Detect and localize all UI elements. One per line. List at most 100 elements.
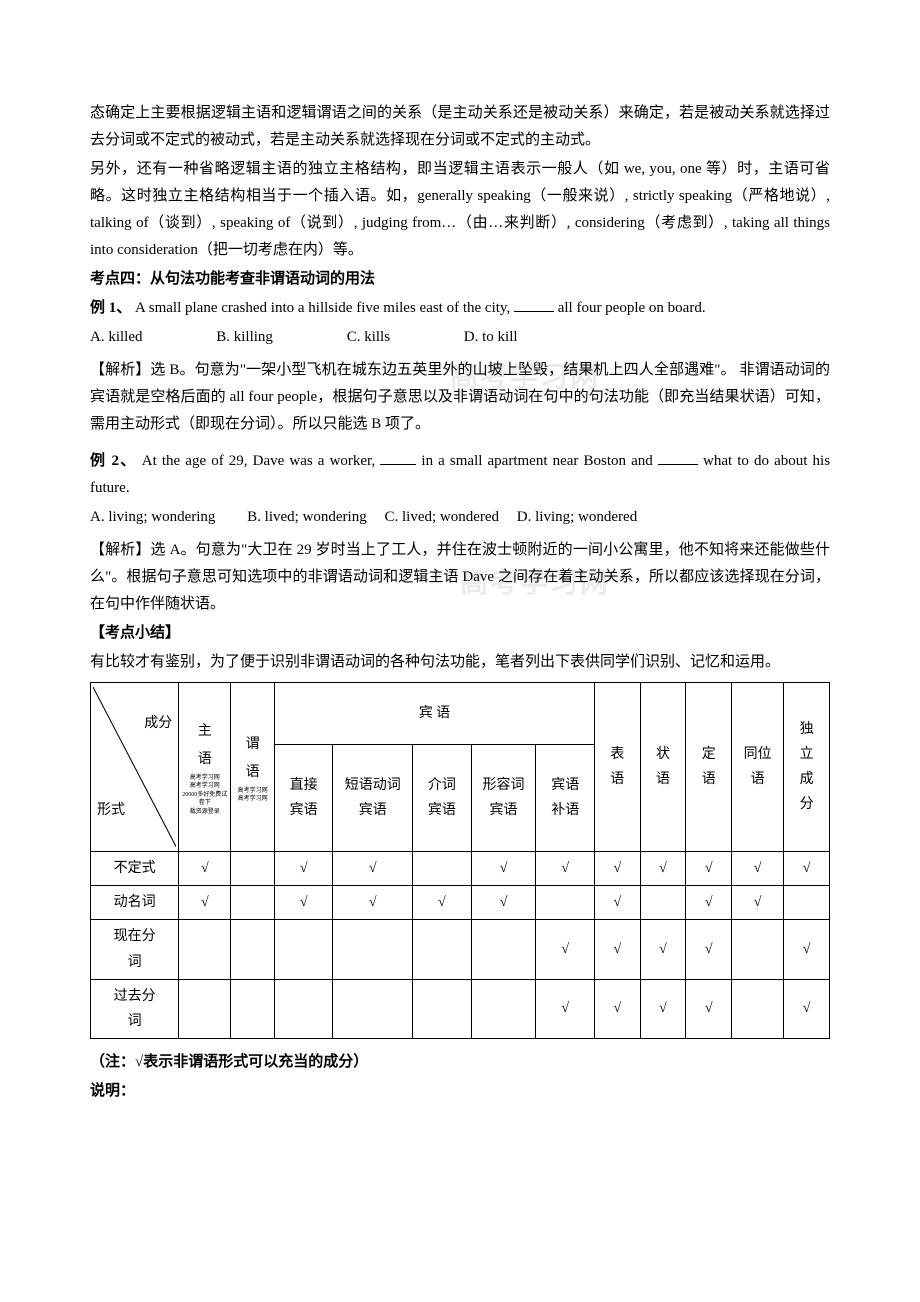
ex1-analysis: 【解析】选 B。句意为"一架小型飞机在城东边五英里外的山坡上坠毁，结果机上四人全…: [90, 357, 830, 438]
cell: [784, 886, 830, 920]
cell: [179, 979, 231, 1038]
ex2-choice-d: D. living; wondered: [517, 504, 637, 531]
col-obj-phrasal: 短语动词宾语: [333, 744, 413, 851]
col-pred-main: 谓语: [233, 731, 272, 787]
cell: √: [333, 852, 413, 886]
kdxj-heading: 【考点小结】: [90, 620, 830, 647]
cell: [413, 979, 471, 1038]
cell: √: [179, 886, 231, 920]
cell: [231, 920, 275, 979]
ex1-post: all four people on board.: [558, 300, 706, 316]
intro-para-2: 另外，还有一种省略逻辑主语的独立主格结构，即当逻辑主语表示一般人（如 we, y…: [90, 156, 830, 264]
col-attr: 定语: [686, 683, 732, 852]
row-name-3: 过去分词: [91, 979, 179, 1038]
kd4-heading: 考点四：从句法功能考查非谓语动词的用法: [90, 266, 830, 293]
cell: √: [784, 852, 830, 886]
cell: √: [536, 979, 594, 1038]
col-subject: 主语 高考学习网高考学习网20000多好免费试卷下载资源登录: [179, 683, 231, 852]
ex1-question: 例 1、 A small plane crashed into a hillsi…: [90, 295, 830, 322]
function-table: 成分 形式 主语 高考学习网高考学习网20000多好免费试卷下载资源登录 谓语 …: [90, 682, 830, 1039]
ex2-analysis: 【解析】选 A。句意为"大卫在 29 岁时当上了工人，并住在波士顿附近的一间小公…: [90, 537, 830, 618]
cell: [333, 979, 413, 1038]
row-name-2: 现在分词: [91, 920, 179, 979]
col-object-group: 宾 语: [274, 683, 594, 745]
explain-heading: 说明：: [90, 1078, 830, 1105]
table-row: 动名词 √ √ √ √ √ √ √ √: [91, 886, 830, 920]
cell: [732, 920, 784, 979]
row-name-0: 不定式: [91, 852, 179, 886]
intro-para-1: 态确定上主要根据逻辑主语和逻辑谓语之间的关系（是主动关系还是被动关系）来确定，若…: [90, 100, 830, 154]
col-obj-comp: 宾语补语: [536, 744, 594, 851]
ex2-label: 例 2、: [90, 453, 137, 469]
cell: √: [640, 852, 686, 886]
ex2-choices: A. living; wondering B. lived; wondering…: [90, 504, 830, 531]
cell: √: [274, 886, 332, 920]
ex2-choice-a: A. living; wondering: [90, 504, 215, 531]
cell: √: [471, 886, 536, 920]
cell: √: [732, 886, 784, 920]
col-appo: 同位语: [732, 683, 784, 852]
cell: √: [640, 920, 686, 979]
table-note: （注：√表示非谓语形式可以充当的成分）: [90, 1049, 830, 1076]
ex1-pre: A small plane crashed into a hillside fi…: [135, 300, 514, 316]
cell: [274, 920, 332, 979]
ex1-blank: [514, 296, 554, 312]
kdxj-text: 有比较才有鉴别，为了便于识别非谓语动词的各种句法功能，笔者列出下表供同学们识别、…: [90, 649, 830, 676]
ex2-choice-b: B. lived; wondering: [247, 504, 367, 531]
cell: [231, 886, 275, 920]
cell: √: [536, 920, 594, 979]
row-name-1: 动名词: [91, 886, 179, 920]
cell: √: [686, 920, 732, 979]
cell: √: [784, 979, 830, 1038]
cell: √: [594, 852, 640, 886]
cell: [471, 979, 536, 1038]
col-pred-tiny: 高考学习网高考学习网: [233, 787, 272, 804]
ex1-choice-c: C. kills: [347, 324, 390, 351]
col-adv: 状语: [640, 683, 686, 852]
ex1-choice-b: B. killing: [216, 324, 273, 351]
col-subject-main: 主语: [181, 718, 228, 774]
cell: [274, 979, 332, 1038]
cell: √: [732, 852, 784, 886]
cell: [640, 886, 686, 920]
table-header-row-1: 成分 形式 主语 高考学习网高考学习网20000多好免费试卷下载资源登录 谓语 …: [91, 683, 830, 745]
cell: [333, 920, 413, 979]
cell: [231, 979, 275, 1038]
col-predicate: 谓语 高考学习网高考学习网: [231, 683, 275, 852]
cell: [413, 852, 471, 886]
cell: √: [594, 886, 640, 920]
cell: [732, 979, 784, 1038]
diag-header-cell: 成分 形式: [91, 683, 179, 852]
cell: √: [686, 886, 732, 920]
col-indep: 独立成分: [784, 683, 830, 852]
cell: √: [784, 920, 830, 979]
ex2-blank-1: [380, 449, 416, 465]
cell: √: [594, 920, 640, 979]
table-row: 现在分词 √ √ √ √ √: [91, 920, 830, 979]
ex1-choice-a: A. killed: [90, 324, 143, 351]
col-subject-tiny: 高考学习网高考学习网20000多好免费试卷下载资源登录: [181, 774, 228, 816]
ex1-label: 例 1、: [90, 300, 131, 316]
ex2-choice-c: C. lived; wondered: [384, 504, 499, 531]
cell: √: [594, 979, 640, 1038]
cell: √: [536, 852, 594, 886]
col-obj-prep: 介词宾语: [413, 744, 471, 851]
cell: √: [640, 979, 686, 1038]
cell: √: [179, 852, 231, 886]
ex2-mid: in a small apartment near Boston and: [421, 453, 657, 469]
col-pred2: 表语: [594, 683, 640, 852]
table-row: 过去分词 √ √ √ √ √: [91, 979, 830, 1038]
cell: √: [471, 852, 536, 886]
ex2-question: 例 2、 At the age of 29, Dave was a worker…: [90, 448, 830, 502]
cell: √: [333, 886, 413, 920]
table-row: 不定式 √ √ √ √ √ √ √ √ √ √: [91, 852, 830, 886]
cell: [413, 920, 471, 979]
cell: [471, 920, 536, 979]
ex2-pre: At the age of 29, Dave was a worker,: [142, 453, 381, 469]
cell: [231, 852, 275, 886]
cell: √: [686, 979, 732, 1038]
cell: √: [274, 852, 332, 886]
ex2-blank-2: [658, 449, 698, 465]
diag-bot-label: 形式: [97, 798, 125, 823]
ex1-choice-d: D. to kill: [464, 324, 518, 351]
